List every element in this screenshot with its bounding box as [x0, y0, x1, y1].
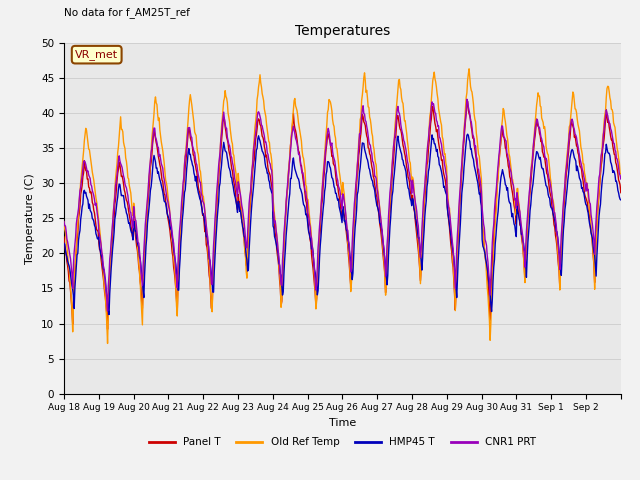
Old Ref Temp [60, 219, 68, 225]
CNR1 PRT [60, 218, 68, 224]
Line: HMP45 T: HMP45 T [64, 134, 621, 314]
CNR1 PRT [617, 176, 625, 182]
Panel T [126, 216, 134, 222]
CNR1 PRT [463, 96, 471, 102]
Text: VR_met: VR_met [75, 49, 118, 60]
HMP45 T [105, 312, 113, 317]
Line: CNR1 PRT: CNR1 PRT [64, 99, 621, 311]
CNR1 PRT [256, 114, 264, 120]
CNR1 PRT [104, 308, 111, 314]
Panel T [432, 124, 440, 130]
HMP45 T [617, 197, 625, 203]
Old Ref Temp [432, 79, 440, 85]
Old Ref Temp [465, 66, 473, 72]
Panel T [401, 150, 408, 156]
Panel T [617, 190, 625, 195]
HMP45 T [228, 180, 236, 186]
Line: Old Ref Temp: Old Ref Temp [64, 69, 621, 343]
Panel T [60, 234, 68, 240]
Old Ref Temp [401, 118, 408, 124]
CNR1 PRT [401, 139, 408, 145]
Panel T [277, 303, 285, 309]
HMP45 T [277, 272, 285, 278]
HMP45 T [464, 132, 472, 137]
Text: No data for f_AM25T_ref: No data for f_AM25T_ref [64, 7, 190, 18]
Title: Temperatures: Temperatures [295, 24, 390, 38]
HMP45 T [256, 138, 264, 144]
Panel T [228, 168, 236, 174]
CNR1 PRT [228, 160, 236, 166]
Old Ref Temp [277, 304, 285, 310]
Panel T [104, 326, 111, 332]
Old Ref Temp [126, 187, 134, 192]
Panel T [256, 122, 264, 128]
CNR1 PRT [432, 110, 440, 116]
Old Ref Temp [104, 340, 111, 346]
CNR1 PRT [277, 282, 285, 288]
Old Ref Temp [617, 171, 625, 177]
Y-axis label: Temperature (C): Temperature (C) [26, 173, 35, 264]
HMP45 T [432, 144, 440, 150]
Panel T [463, 98, 471, 104]
Legend: Panel T, Old Ref Temp, HMP45 T, CNR1 PRT: Panel T, Old Ref Temp, HMP45 T, CNR1 PRT [145, 433, 540, 452]
HMP45 T [126, 224, 134, 229]
CNR1 PRT [126, 209, 134, 215]
Old Ref Temp [228, 141, 236, 147]
Line: Panel T: Panel T [64, 101, 621, 329]
HMP45 T [60, 240, 68, 246]
HMP45 T [401, 163, 408, 169]
X-axis label: Time: Time [329, 418, 356, 428]
Old Ref Temp [256, 72, 264, 78]
